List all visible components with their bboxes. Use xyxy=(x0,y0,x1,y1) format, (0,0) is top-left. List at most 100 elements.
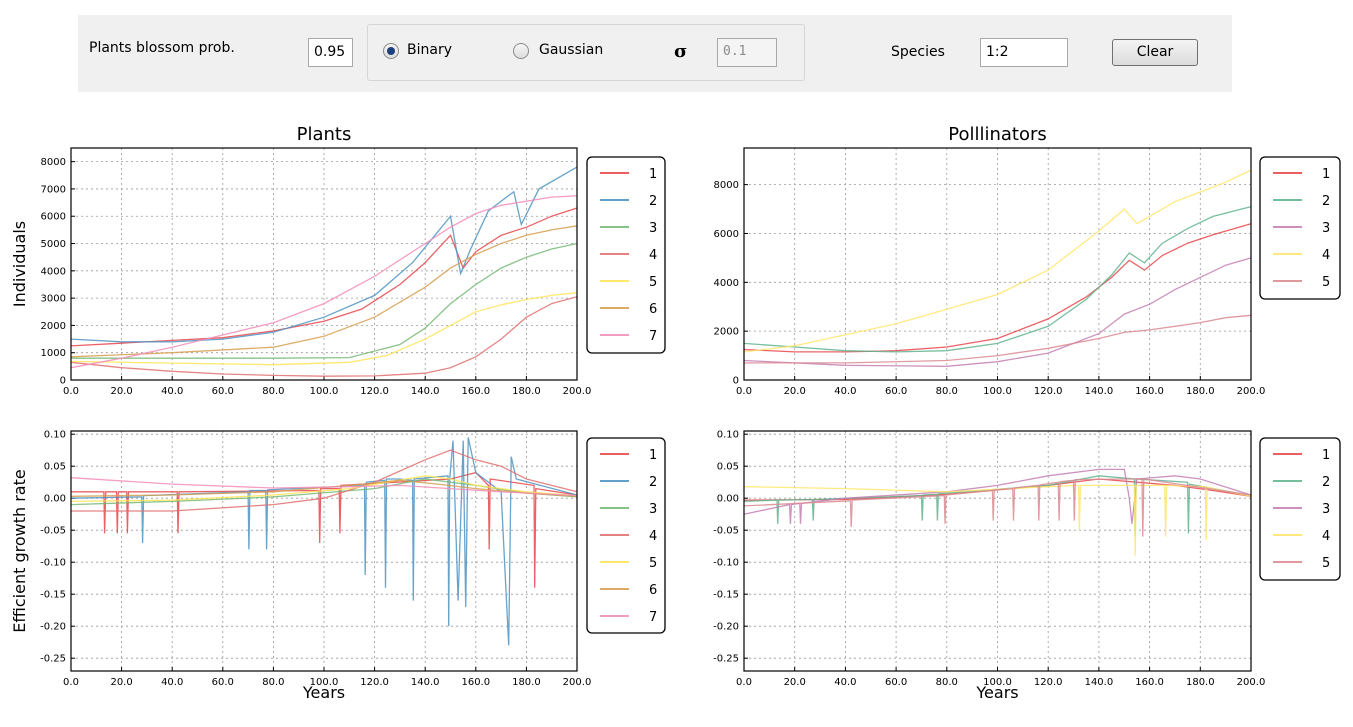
plot-frame xyxy=(743,147,1252,381)
distribution-group: Binary Gaussian σ 0.1 xyxy=(367,24,805,81)
legend-label-3: 3 xyxy=(1322,221,1330,236)
x-tick-label: 160.0 xyxy=(461,677,490,688)
legend-label-1: 1 xyxy=(649,167,657,182)
y-tick-label: -0.10 xyxy=(40,558,66,569)
y-tick-label: -0.05 xyxy=(713,526,739,537)
x-tick-label: 120.0 xyxy=(360,677,389,688)
legend-label-7: 7 xyxy=(649,610,657,625)
x-tick-label: 0.0 xyxy=(63,386,79,397)
y-tick-label: 6000 xyxy=(714,229,739,240)
legend-label-3: 3 xyxy=(649,502,657,517)
legend: 1 2 3 4 5 xyxy=(1259,156,1341,300)
x-tick-label: 0.0 xyxy=(63,677,79,688)
legend-label-5: 5 xyxy=(1322,556,1330,571)
legend-box xyxy=(586,156,666,354)
legend-label-7: 7 xyxy=(649,329,657,344)
legend-label-2: 2 xyxy=(1322,475,1330,490)
y-tick-label: -0.15 xyxy=(713,590,739,601)
x-tick-label: 120.0 xyxy=(1034,386,1063,397)
x-tick-label: 180.0 xyxy=(1186,677,1215,688)
y-tick-label: 4000 xyxy=(41,266,66,277)
legend-label-1: 1 xyxy=(1322,167,1330,182)
x-tick-label: 100.0 xyxy=(310,386,339,397)
series-3-line xyxy=(71,242,578,359)
plot-frame xyxy=(743,430,1252,672)
x-tick-label: 140.0 xyxy=(1085,386,1114,397)
y-tick-label: -0.05 xyxy=(40,526,66,537)
y-tick-label: -0.10 xyxy=(713,558,739,569)
y-tick-label: -0.15 xyxy=(40,590,66,601)
plot-frame xyxy=(70,430,578,672)
x-tick-label: 100.0 xyxy=(310,677,339,688)
x-tick-label: 180.0 xyxy=(512,386,541,397)
x-tick-label: 80.0 xyxy=(936,677,958,688)
series-7-line xyxy=(70,195,578,369)
x-tick-label: 80.0 xyxy=(262,677,284,688)
y-tick-label: 7000 xyxy=(41,184,66,195)
series-3-line xyxy=(743,257,1252,367)
series-2-line xyxy=(743,205,1252,353)
x-tick-label: 160.0 xyxy=(1135,677,1164,688)
x-tick-label: 160.0 xyxy=(461,386,490,397)
y-tick-label: 0.00 xyxy=(717,494,739,505)
legend-label-3: 3 xyxy=(1322,502,1330,517)
legend-label-6: 6 xyxy=(649,302,657,317)
x-tick-label: 120.0 xyxy=(360,386,389,397)
sigma-symbol: σ xyxy=(674,41,688,62)
legend-label-5: 5 xyxy=(1322,275,1330,290)
y-tick-label: 0.10 xyxy=(44,430,66,441)
legend-label-1: 1 xyxy=(1322,448,1330,463)
chart-2: 0.0 20.0 40.0 60.0 80.0 100.0 120.0 140.0 160.0 1… xyxy=(714,124,1341,397)
x-tick-label: 140.0 xyxy=(411,677,440,688)
series-1-line xyxy=(71,471,578,588)
series-5-line xyxy=(70,292,578,366)
x-tick-label: 20.0 xyxy=(110,677,132,688)
y-tick-label: 8000 xyxy=(714,180,739,191)
chart-3: 0.0 20.0 40.0 60.0 80.0 100.0 120.0 140.0 160.0 1… xyxy=(10,430,666,702)
x-tick-label: 180.0 xyxy=(512,677,541,688)
gaussian-radio[interactable] xyxy=(513,43,529,59)
legend-box xyxy=(1259,437,1341,581)
y-tick-label: -0.25 xyxy=(713,654,739,665)
x-tick-label: 180.0 xyxy=(1186,386,1215,397)
y-tick-label: 0.05 xyxy=(44,462,66,473)
binary-radio[interactable] xyxy=(383,43,399,59)
legend-label-6: 6 xyxy=(649,583,657,598)
legend-label-4: 4 xyxy=(649,248,657,263)
series-5-line xyxy=(744,314,1252,364)
series-2-line xyxy=(743,475,1252,537)
x-tick-label: 80.0 xyxy=(936,386,958,397)
x-tick-label: 20.0 xyxy=(784,386,806,397)
clear-button[interactable]: Clear xyxy=(1112,39,1198,66)
chart-title: Polllinators xyxy=(948,124,1047,145)
x-tick-label: 0.0 xyxy=(736,386,752,397)
y-tick-label: -0.25 xyxy=(40,654,66,665)
y-tick-label: 8000 xyxy=(41,157,66,168)
sigma-input[interactable]: 0.1 xyxy=(717,38,777,67)
legend-label-3: 3 xyxy=(649,221,657,236)
legend-label-2: 2 xyxy=(649,475,657,490)
x-tick-label: 100.0 xyxy=(983,677,1012,688)
binary-label: Binary xyxy=(407,42,452,58)
x-tick-label: 40.0 xyxy=(161,386,183,397)
y-tick-label: -0.20 xyxy=(40,622,66,633)
y-tick-label: 0 xyxy=(60,376,66,387)
legend-label-5: 5 xyxy=(649,275,657,290)
legend-label-1: 1 xyxy=(649,448,657,463)
x-tick-label: 100.0 xyxy=(983,386,1012,397)
species-input[interactable]: 1:2 xyxy=(980,38,1068,67)
control-toolbar: Plants blossom prob. 0.95 Binary Gaussia… xyxy=(78,15,1232,92)
legend: 1 2 3 4 5 6 7 xyxy=(586,437,666,634)
x-tick-label: 140.0 xyxy=(411,386,440,397)
y-tick-label: 5000 xyxy=(41,239,66,250)
series-7-line xyxy=(70,477,578,497)
x-axis-label: Years xyxy=(302,683,345,702)
blossom-prob-input[interactable]: 0.95 xyxy=(308,38,353,67)
series-1-line xyxy=(70,207,578,347)
y-axis-label: Efficient growth rate xyxy=(10,469,29,632)
x-tick-label: 40.0 xyxy=(834,386,856,397)
y-axis-label: Individuals xyxy=(10,221,29,307)
x-tick-label: 80.0 xyxy=(262,386,284,397)
x-tick-label: 60.0 xyxy=(885,677,907,688)
